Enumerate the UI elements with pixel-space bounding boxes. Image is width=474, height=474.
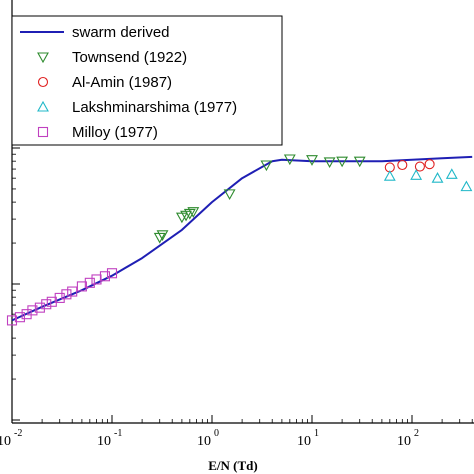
- data-point-milloy-1977: [27, 305, 38, 316]
- x-axis-label: E/N (Td): [208, 458, 257, 473]
- legend-box: [11, 15, 283, 146]
- data-point-milloy-1977: [46, 296, 57, 307]
- legend-swatch: [37, 52, 49, 64]
- data-point-lakshminarshima-1977: [445, 168, 458, 179]
- data-point-milloy-1977: [99, 271, 110, 282]
- data-point-townsend-1922: [187, 207, 200, 218]
- data-point-al-amin-1987: [397, 159, 408, 171]
- x-tick-label: 10-1: [97, 428, 122, 449]
- legend-item-swarm-derived: swarm derived: [20, 24, 170, 41]
- data-point-townsend-1922: [336, 156, 349, 168]
- data-point-milloy-1977: [76, 281, 87, 292]
- data-point-lakshminarshima-1977: [383, 170, 396, 181]
- data-point-milloy-1977: [34, 302, 45, 313]
- data-point-milloy-1977: [61, 289, 72, 300]
- series-line-swarm-derived: [11, 155, 473, 322]
- data-point-milloy-1977: [84, 277, 95, 288]
- data-point-townsend-1922: [175, 212, 188, 224]
- legend-label: Lakshminarshima (1977): [72, 99, 237, 116]
- data-point-milloy-1977: [21, 309, 32, 320]
- x-tick-exponent: 0: [214, 428, 219, 439]
- data-point-townsend-1922: [283, 154, 296, 166]
- legend-item-milloy-1977: Milloy (1977): [37, 124, 158, 141]
- series-lakshminarshima-1977: [383, 168, 473, 192]
- legend-label: swarm derived: [72, 24, 170, 41]
- data-point-lakshminarshima-1977: [431, 172, 444, 183]
- data-point-milloy-1977: [41, 299, 52, 310]
- data-point-townsend-1922: [353, 156, 366, 168]
- data-point-milloy-1977: [91, 274, 102, 285]
- x-tick-exponent: 1: [314, 428, 319, 439]
- series-swarm-derived: [11, 155, 473, 322]
- legend-swatch: [37, 76, 49, 88]
- data-point-milloy-1977: [54, 292, 65, 303]
- legend-label: Townsend (1922): [72, 49, 187, 66]
- data-point-lakshminarshima-1977: [410, 169, 423, 180]
- data-point-al-amin-1987: [414, 161, 425, 172]
- x-tick-base: 10: [397, 434, 411, 449]
- data-point-townsend-1922: [156, 230, 169, 241]
- data-point-lakshminarshima-1977: [460, 180, 473, 192]
- legend-label: Al-Amin (1987): [72, 74, 172, 91]
- data-point-milloy-1977: [106, 268, 118, 279]
- data-point-townsend-1922: [306, 155, 318, 166]
- data-point-townsend-1922: [153, 232, 166, 244]
- legend-swatch: [37, 126, 49, 138]
- series-milloy-1977: [6, 268, 118, 326]
- x-tick-exponent: 2: [414, 428, 419, 439]
- x-tick-label: 10-2: [0, 428, 22, 449]
- series-townsend-1922: [153, 154, 366, 244]
- legend-item-al-amin-1987: Al-Amin (1987): [37, 74, 172, 91]
- x-tick-base: 10: [0, 434, 11, 449]
- legend-swatch: [37, 100, 49, 112]
- data-point-al-amin-1987: [424, 159, 435, 170]
- x-tick-label: 102: [397, 428, 419, 449]
- data-point-townsend-1922: [323, 157, 336, 169]
- data-point-townsend-1922: [223, 189, 236, 200]
- series-layer: [6, 154, 473, 326]
- x-tick-label: 100: [197, 428, 219, 449]
- legend-item-lakshminarshima-1977: Lakshminarshima (1977): [37, 99, 237, 116]
- legend-item-townsend-1922: Townsend (1922): [37, 49, 187, 66]
- data-point-townsend-1922: [260, 160, 273, 172]
- x-tick-exponent: -1: [114, 428, 122, 439]
- x-tick-base: 10: [297, 434, 311, 449]
- data-point-milloy-1977: [6, 315, 18, 326]
- data-point-milloy-1977: [14, 312, 25, 323]
- legend-label: Milloy (1977): [72, 124, 158, 141]
- legend: swarm derived Townsend (1922) Al-Amin (198…: [11, 15, 283, 146]
- x-tick-exponent: -2: [14, 428, 22, 439]
- data-point-milloy-1977: [67, 286, 78, 297]
- x-tick-base: 10: [97, 434, 111, 449]
- x-tick-base: 10: [197, 434, 211, 449]
- x-tick-label: 101: [297, 428, 319, 449]
